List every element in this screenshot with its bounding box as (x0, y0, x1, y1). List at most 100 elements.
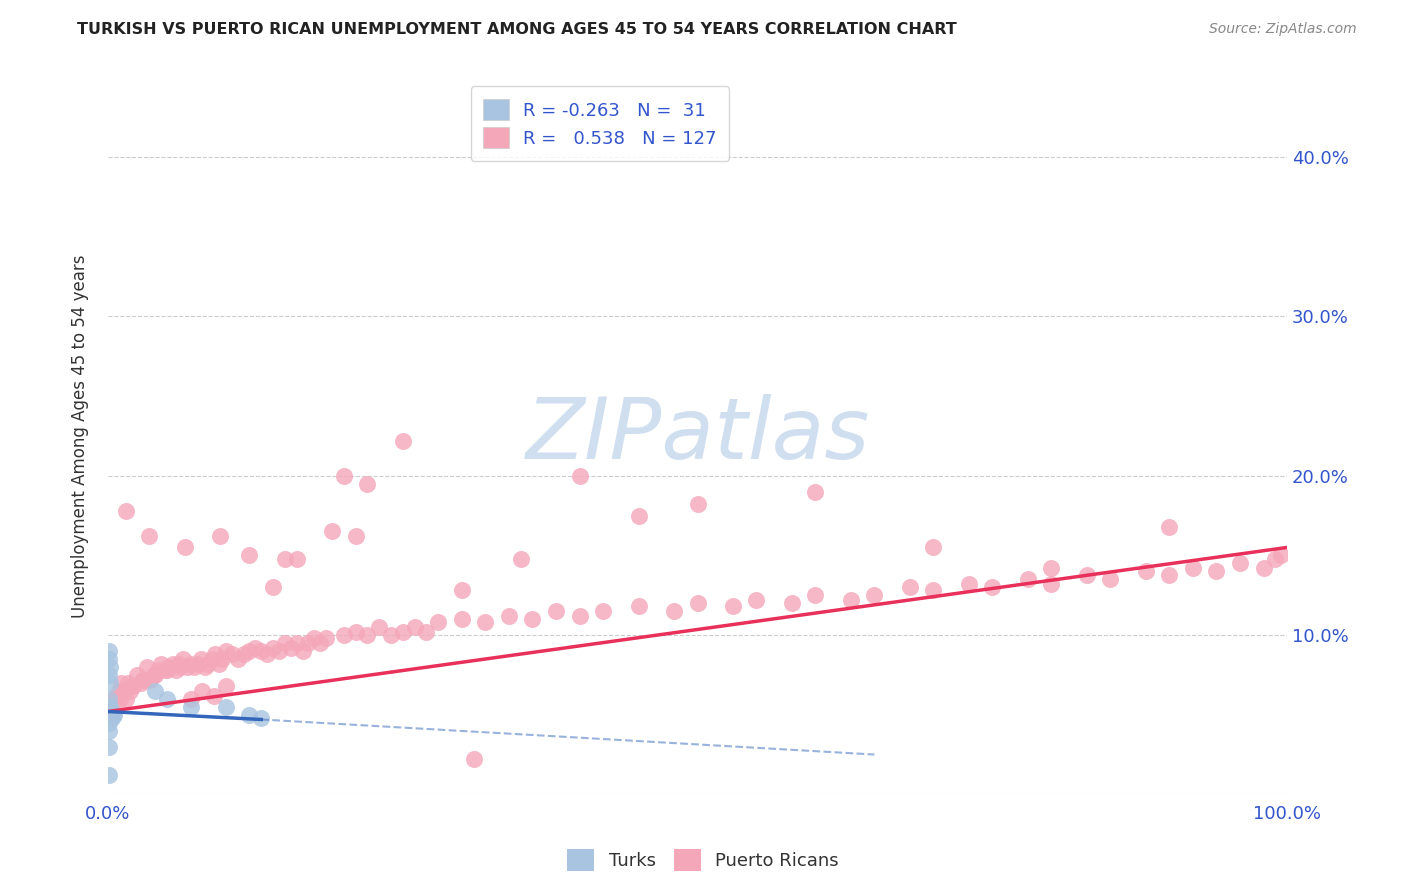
Point (201, 652, 224, 666)
Point (304, 632, 326, 646)
Point (191, 683, 214, 698)
Point (103, 707, 125, 722)
Point (427, 615, 450, 630)
Point (202, 689, 225, 703)
Point (132, 673, 155, 687)
Point (267, 644, 290, 658)
Point (922, 583, 945, 598)
Point (108, 691, 131, 706)
Point (117, 676, 139, 690)
Point (98, 707, 121, 722)
Point (100, 711, 122, 725)
Point (105, 691, 128, 706)
Point (98, 699, 121, 714)
Point (98, 660, 121, 674)
Point (165, 663, 187, 677)
Point (100, 707, 122, 722)
Point (143, 683, 166, 698)
Point (391, 624, 413, 639)
Point (103, 691, 125, 706)
Point (180, 691, 202, 706)
Point (922, 541, 945, 555)
Point (450, 612, 472, 626)
Point (1205, 564, 1227, 578)
Point (568, 609, 591, 624)
Point (169, 660, 191, 674)
Point (333, 628, 356, 642)
Point (356, 628, 378, 642)
Point (262, 640, 284, 655)
Point (686, 596, 709, 610)
Point (197, 657, 219, 671)
Point (1099, 572, 1122, 586)
Point (172, 652, 194, 666)
Point (110, 676, 132, 690)
Point (238, 644, 260, 658)
Point (135, 660, 157, 674)
Point (291, 644, 314, 658)
Point (208, 529, 231, 543)
Point (1040, 577, 1063, 591)
Point (139, 673, 162, 687)
Point (1264, 551, 1286, 566)
Point (321, 524, 343, 539)
Point (568, 468, 591, 483)
Point (1159, 567, 1181, 582)
Point (100, 707, 122, 722)
Point (1253, 561, 1275, 575)
Point (1181, 561, 1204, 575)
Point (238, 707, 260, 722)
Point (262, 580, 284, 594)
Point (98, 652, 121, 666)
Point (100, 705, 122, 719)
Point (839, 593, 862, 607)
Point (215, 699, 238, 714)
Point (211, 652, 233, 666)
Point (1270, 549, 1292, 563)
Point (98, 707, 121, 722)
Point (98, 699, 121, 714)
Point (215, 679, 238, 693)
Point (98, 707, 121, 722)
Point (1017, 572, 1039, 586)
Point (98, 668, 121, 682)
Point (150, 657, 173, 671)
Point (745, 593, 768, 607)
Point (627, 599, 650, 614)
Point (463, 752, 485, 766)
Point (98, 768, 121, 782)
Point (156, 691, 179, 706)
Y-axis label: Unemployment Among Ages 45 to 54 years: Unemployment Among Ages 45 to 54 years (72, 254, 89, 617)
Point (309, 636, 332, 650)
Point (176, 660, 198, 674)
Point (356, 476, 378, 491)
Point (404, 620, 426, 634)
Text: Source: ZipAtlas.com: Source: ZipAtlas.com (1209, 22, 1357, 37)
Point (368, 620, 391, 634)
Point (157, 660, 180, 674)
Point (627, 508, 650, 523)
Point (121, 679, 143, 693)
Point (686, 497, 709, 511)
Point (1040, 561, 1063, 575)
Point (173, 541, 195, 555)
Point (1076, 567, 1098, 582)
Point (250, 644, 273, 658)
Legend: R = -0.263   N =  31, R =   0.538   N = 127: R = -0.263 N = 31, R = 0.538 N = 127 (471, 87, 730, 161)
Point (98, 707, 121, 722)
Point (187, 657, 209, 671)
Point (592, 604, 614, 618)
Point (280, 640, 302, 655)
Point (415, 624, 437, 639)
Point (114, 691, 136, 706)
Point (274, 636, 297, 650)
Point (138, 529, 160, 543)
Point (98, 676, 121, 690)
Point (98, 644, 121, 658)
Point (101, 707, 124, 722)
Point (863, 588, 886, 602)
Point (315, 632, 337, 646)
Point (250, 711, 273, 725)
Point (804, 484, 827, 499)
Point (256, 647, 278, 661)
